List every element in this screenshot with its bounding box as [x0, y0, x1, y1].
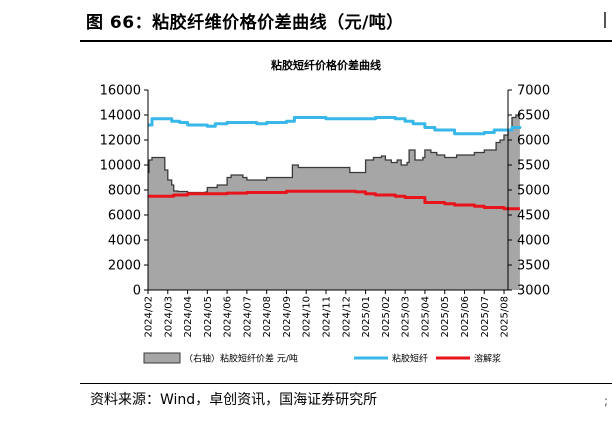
right-tick-label: 4500	[517, 209, 550, 224]
line-series-group	[148, 116, 522, 211]
price-spread-chart: 粘胶短纤价格价差曲线 0 2000 4000 6000 8000 10000 12000 14…	[100, 58, 550, 365]
legend: （右轴）粘胶短纤价差 元/吨 粘胶短纤 溶解浆	[143, 352, 501, 365]
x-tick-label: 2025/06	[460, 296, 471, 338]
left-tick-label: 6000	[108, 209, 141, 224]
x-tick-label: 2025/01	[361, 296, 372, 338]
axes: 0 2000 4000 6000 8000 10000 12000 14000 16000 300…	[100, 84, 550, 338]
x-tick-label: 2024/11	[322, 296, 333, 338]
figure-title: 图 66：粘胶纤维价格价差曲线（元/吨）	[86, 13, 404, 33]
right-tick-label: 6500	[517, 109, 550, 124]
left-tick-label: 8000	[108, 184, 141, 199]
legend-spread-swatch	[143, 352, 181, 364]
source-note: 资料来源：Wind，卓创资讯，国海证券研究所	[90, 392, 378, 408]
right-tick-label: 7000	[517, 84, 550, 99]
x-tick-label: 2024/08	[262, 296, 273, 338]
right-tick-label: 6000	[517, 134, 550, 149]
left-tick-label: 16000	[100, 84, 141, 99]
x-tick-label: 2025/04	[420, 296, 431, 338]
x-tick-label: 2024/03	[163, 296, 174, 338]
x-tick-label: 2024/04	[183, 296, 194, 338]
legend-pulp-label: 溶解浆	[474, 353, 501, 365]
x-tick-label: 2024/02	[144, 296, 155, 338]
x-tick-label: 2024/12	[341, 296, 352, 338]
x-tick-label: 2024/07	[242, 296, 253, 338]
adjacent-page-edge	[604, 12, 612, 28]
right-tick-label: 5000	[517, 184, 550, 199]
title-rule	[80, 40, 612, 42]
x-tick-label: 2024/10	[302, 296, 313, 338]
left-tick-label: 10000	[100, 159, 141, 174]
legend-fiber-label: 粘胶短纤	[392, 353, 428, 365]
x-tick-label: 2025/07	[480, 296, 491, 338]
right-tick-label: 4000	[517, 234, 550, 249]
left-tick-label: 2000	[108, 259, 141, 274]
right-tick-label: 3500	[517, 259, 550, 274]
chart-title: 粘胶短纤价格价差曲线	[271, 58, 381, 72]
right-tick-label: 5500	[517, 159, 550, 174]
adjacent-page-edge-bottom: ;	[604, 394, 609, 408]
x-tick-label: 2024/06	[223, 296, 234, 338]
left-tick-label: 0	[133, 284, 141, 299]
right-tick-label: 3000	[517, 284, 550, 299]
pulp-price-line	[148, 189, 520, 211]
x-tick-label: 2024/09	[282, 296, 293, 338]
legend-spread-label: （右轴）粘胶短纤价差 元/吨	[184, 353, 298, 365]
spread-area-series	[148, 112, 521, 290]
x-tick-label: 2025/05	[440, 296, 451, 338]
left-tick-label: 4000	[108, 234, 141, 249]
source-rule	[80, 383, 612, 384]
left-tick-label: 12000	[100, 134, 141, 149]
spread-area-fill	[148, 112, 520, 290]
x-tick-label: 2025/08	[500, 296, 511, 338]
x-tick-label: 2024/05	[203, 296, 214, 338]
fiber-price-line	[148, 116, 522, 136]
x-tick-label: 2025/02	[381, 296, 392, 338]
x-tick-label: 2025/03	[401, 296, 412, 338]
left-tick-label: 14000	[100, 109, 141, 124]
spread-area-outline	[148, 112, 521, 194]
